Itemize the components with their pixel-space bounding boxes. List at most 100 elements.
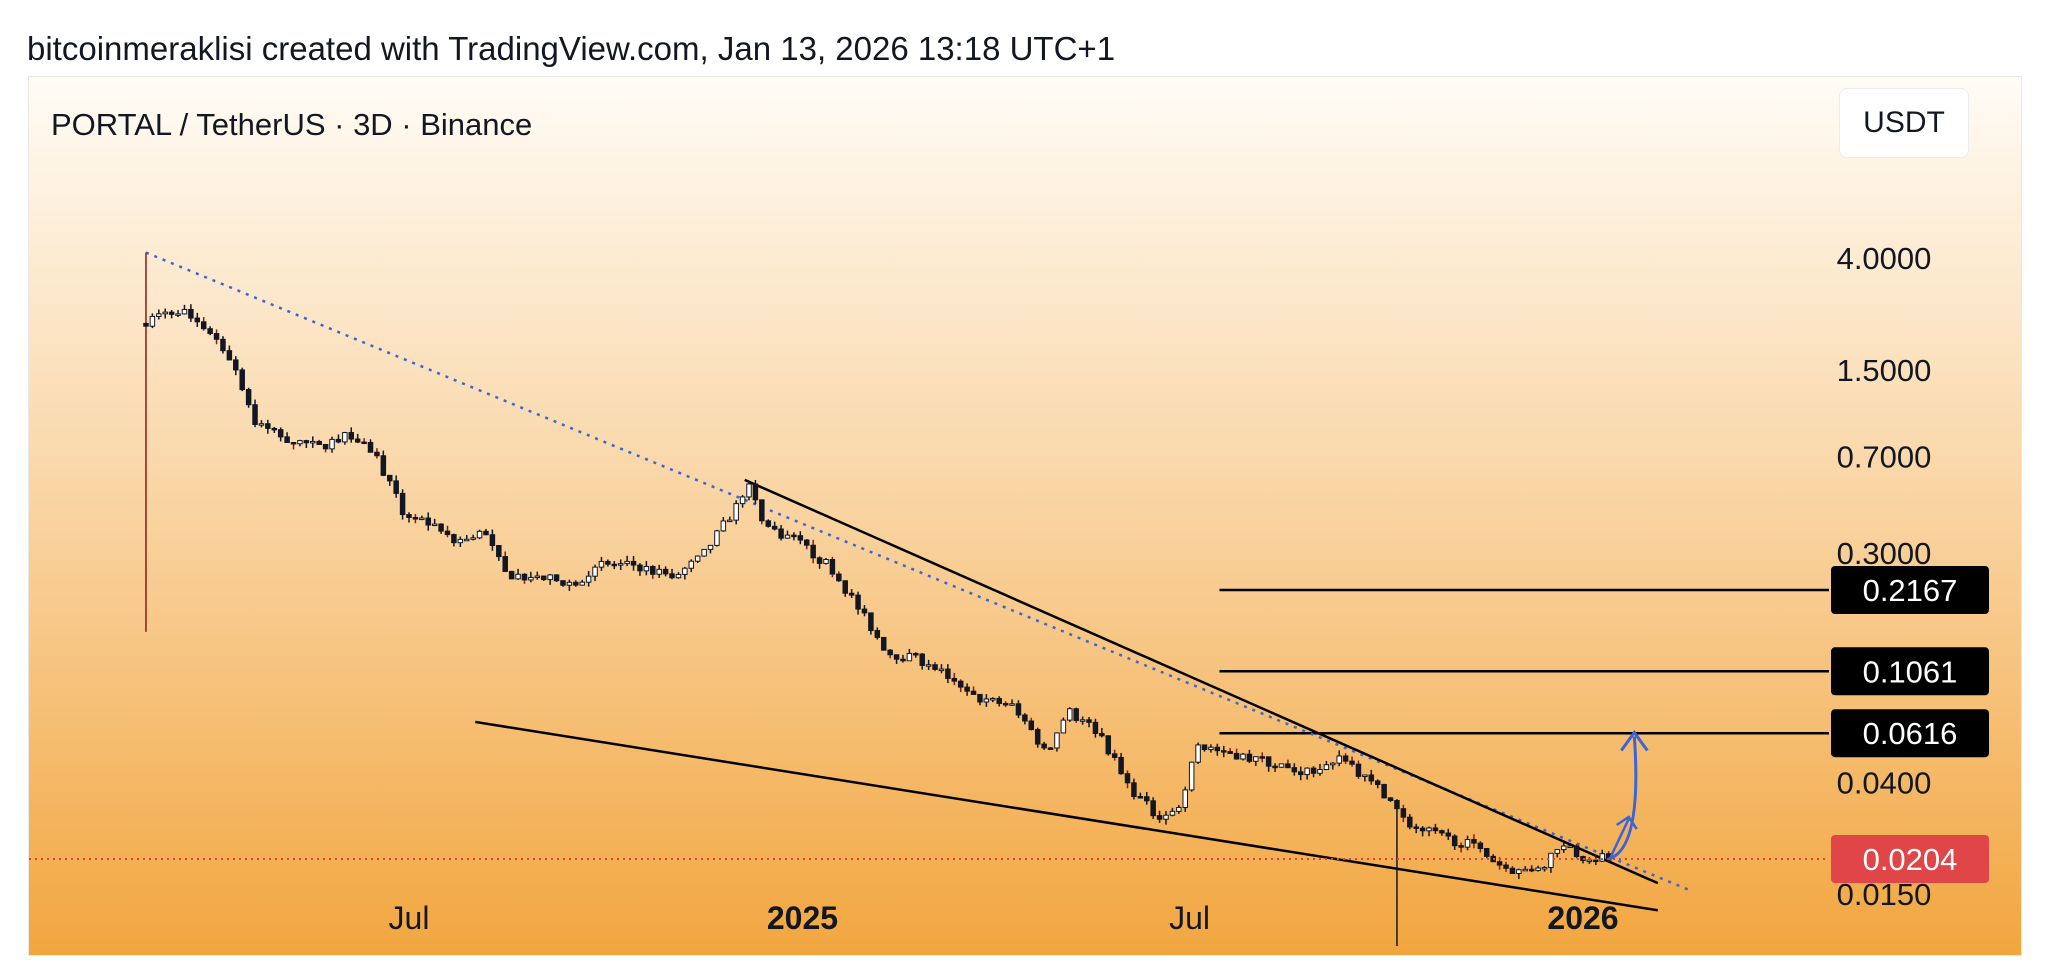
candle-body: [630, 560, 637, 566]
candle-body: [406, 514, 412, 518]
candle-body: [656, 568, 662, 575]
candle-body: [829, 558, 836, 575]
candle-body: [399, 492, 406, 516]
candle-body: [496, 545, 502, 558]
candle-body: [765, 520, 772, 527]
candle-body: [316, 440, 322, 445]
candle-body: [1144, 796, 1150, 802]
candle-body: [1131, 782, 1137, 798]
candle-body: [149, 315, 156, 327]
candle-body: [252, 404, 258, 425]
candle-body: [1176, 806, 1182, 812]
candle-body: [675, 573, 682, 579]
candle-body: [733, 503, 739, 521]
candle-body: [1464, 839, 1471, 848]
candle-body: [598, 560, 605, 568]
candle-body: [540, 575, 547, 581]
candle-body: [1041, 743, 1047, 749]
candle-body: [200, 321, 207, 330]
candle-body: [431, 523, 438, 527]
candle-body: [188, 308, 194, 319]
candle-body: [175, 313, 181, 316]
candle-body: [650, 565, 656, 575]
candle-body: [1407, 816, 1413, 828]
candle-body: [682, 567, 688, 575]
candle-body: [1118, 756, 1124, 775]
candle-body: [1297, 771, 1304, 776]
candle-body: [489, 534, 496, 547]
candle-body: [669, 573, 675, 579]
candle-body: [887, 649, 893, 656]
candle-body: [1233, 752, 1240, 760]
candle-body: [919, 653, 925, 666]
candle-body: [990, 697, 996, 701]
candle-body: [932, 664, 938, 670]
candle-body: [354, 438, 361, 443]
candle-body: [1432, 827, 1439, 832]
candle-body: [868, 612, 874, 632]
candle-body: [996, 697, 1002, 704]
x-tick-label: Jul: [389, 900, 430, 936]
candle-body: [1535, 867, 1541, 871]
candle-body: [322, 443, 329, 450]
candle-body: [951, 677, 958, 682]
symbol-title[interactable]: PORTAL / TetherUS · 3D · Binance: [51, 107, 533, 142]
candle-body: [1060, 719, 1067, 734]
currency-button[interactable]: USDT: [1839, 88, 1969, 158]
candle-body: [611, 563, 618, 567]
candle-body: [528, 576, 534, 581]
candle-body: [746, 483, 752, 498]
candle-body: [566, 581, 573, 586]
candle-body: [213, 333, 220, 340]
candle-body: [1484, 848, 1490, 857]
candle-body: [1163, 814, 1169, 820]
candle-body: [1439, 830, 1445, 834]
candle-body: [727, 519, 733, 523]
y-tick-label: 0.0150: [1837, 877, 1932, 912]
price-level-label: 0.1061: [1863, 654, 1958, 689]
candle-body: [874, 630, 881, 638]
candle-body: [1381, 783, 1387, 799]
candle-body: [1451, 835, 1458, 847]
candle-body: [1169, 810, 1176, 816]
candle-body: [444, 530, 451, 536]
candle-body: [361, 441, 367, 445]
candle-body: [752, 483, 759, 501]
candle-body: [310, 440, 316, 444]
candle-body: [290, 441, 297, 445]
candle-body: [1458, 845, 1464, 848]
candle-body: [1349, 760, 1355, 765]
candle-body: [239, 369, 245, 391]
candle-body: [515, 573, 521, 580]
candle-body: [1099, 732, 1105, 737]
candle-body: [1413, 826, 1419, 829]
candle-body: [1028, 720, 1035, 731]
candle-body: [579, 581, 585, 586]
candle-body: [1182, 789, 1188, 808]
candle-body: [810, 544, 816, 559]
candle-body: [707, 544, 714, 550]
candle-body: [662, 568, 669, 575]
candle-body: [1330, 762, 1336, 766]
price-chart[interactable]: 0.2167 0.1061 0.0616 0.0204 Jul 2025 Jul 2026…: [29, 77, 2021, 955]
candle-body: [521, 573, 528, 581]
candle-body: [739, 496, 746, 505]
y-tick-label: 0.0400: [1837, 765, 1932, 800]
candle-body: [842, 580, 848, 594]
candle-body: [1387, 797, 1394, 802]
candle-body: [476, 530, 483, 539]
candle-body: [342, 432, 348, 443]
candle-body: [553, 574, 560, 582]
x-tick-label: Jul: [1169, 900, 1210, 936]
candle-body: [245, 389, 252, 406]
candle-body: [1265, 756, 1272, 767]
candle-body: [1034, 729, 1041, 745]
chart-panel[interactable]: 0.2167 0.1061 0.0616 0.0204 Jul 2025 Jul 2026…: [28, 76, 2022, 956]
candle-body: [900, 658, 906, 662]
candle-body: [284, 436, 290, 443]
candle-body: [714, 530, 720, 546]
candle-body: [233, 359, 239, 371]
candle-body: [380, 455, 387, 476]
candle-body: [547, 574, 553, 581]
small-arrowhead: [1615, 815, 1638, 830]
